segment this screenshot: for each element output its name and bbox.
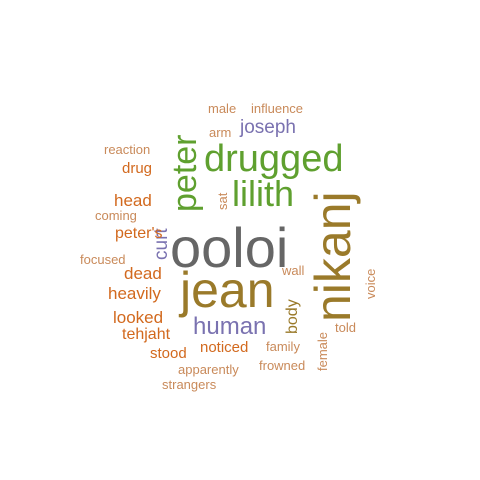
word-focused: focused (80, 252, 126, 267)
word-stood: stood (150, 345, 187, 362)
word-family: family (266, 339, 300, 354)
word-male: male (208, 101, 237, 116)
word-influence: influence (251, 101, 304, 116)
word-human: human (193, 313, 267, 340)
word-peters: peter's (115, 225, 163, 242)
word-peter: peter (166, 134, 204, 213)
word-nikanj: nikanj (305, 191, 361, 322)
word-looked: looked (113, 308, 164, 327)
word-frowned: frowned (259, 358, 306, 373)
word-arm: arm (209, 125, 232, 140)
word-tehjaht: tehjaht (122, 326, 171, 343)
word-voice: voice (363, 268, 378, 299)
word-jean: jean (180, 262, 275, 318)
word-reaction: reaction (104, 142, 151, 157)
word-told: told (335, 320, 356, 335)
word-head: head (114, 191, 152, 210)
word-sat: sat (215, 192, 230, 210)
word-drug: drug (122, 160, 153, 177)
word-heavily: heavily (108, 284, 161, 303)
word-strangers: strangers (162, 377, 217, 392)
word-body: body (284, 299, 301, 334)
word-female: female (315, 331, 330, 371)
word-coming: coming (95, 208, 137, 223)
word-dead: dead (124, 264, 162, 283)
word-wall: wall (282, 263, 305, 278)
word-joseph: joseph (240, 117, 296, 138)
word-ooloi: ooloi (170, 216, 289, 279)
word-lilith: lilith (232, 173, 295, 214)
word-apparently: apparently (178, 362, 239, 377)
word-noticed: noticed (200, 339, 249, 356)
word-drugged: drugged (204, 138, 344, 180)
